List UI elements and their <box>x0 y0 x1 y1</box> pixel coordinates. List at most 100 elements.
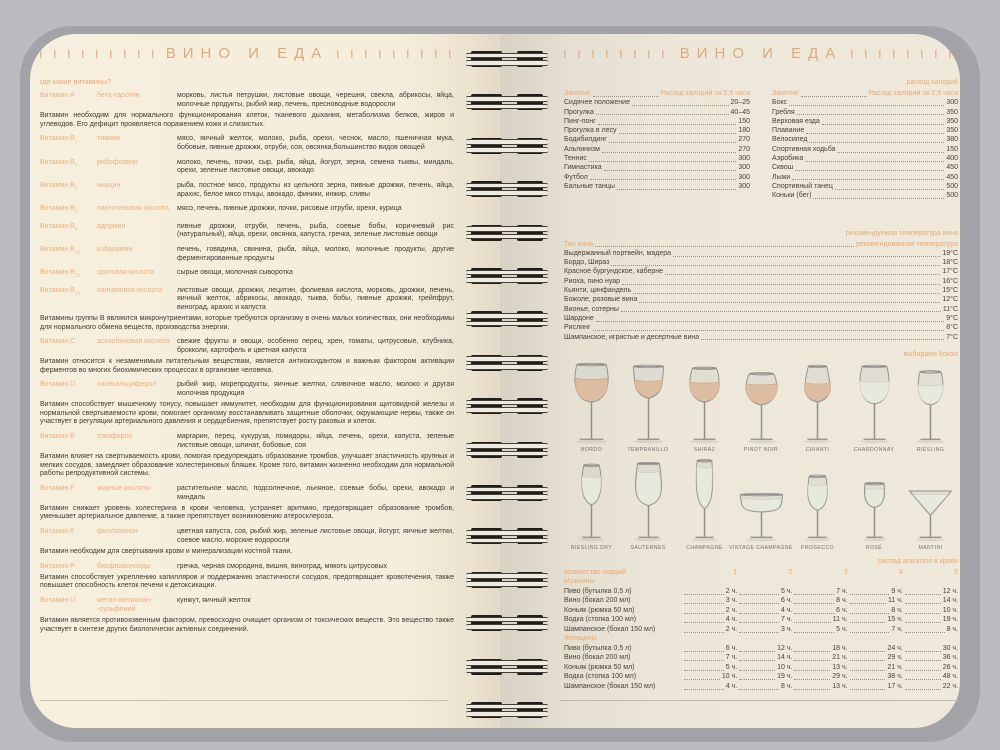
alcohol-value-cell: 4 ч. <box>682 682 737 692</box>
row-value: 300 <box>738 182 750 190</box>
vitamin-row: Витамин Р биофлавоноиды гречка, черная смо… <box>40 563 454 572</box>
dot-leader <box>834 188 945 190</box>
temperature-row: Красное бургундское, каберне 17°C <box>564 267 958 276</box>
wine-glass-label: RIESLING <box>916 446 945 453</box>
row-value: 150 <box>946 145 958 153</box>
dot-leader <box>904 593 941 595</box>
calorie-row: Аэробика 400 <box>772 154 958 163</box>
alcohol-row: Водка (стопка 100 мл) 10 ч. 19 ч. 29 ч. 38 ч… <box>564 672 958 682</box>
temperature-row: Рислинг 8°C <box>564 323 958 332</box>
alcohol-value-cell: 17 ч. <box>848 682 903 692</box>
alcohol-value: 10 ч. <box>721 673 738 681</box>
alcohol-row: Пиво (бутылка 0,5 л) 2 ч. 5 ч. 7 ч. 9 ч. 12 ч… <box>564 587 958 597</box>
dot-leader <box>813 198 945 200</box>
portion-number: 5 <box>954 568 959 576</box>
alcohol-value-cell: 48 ч. <box>903 672 958 682</box>
dot-leader <box>739 679 776 681</box>
wine-glass-rieslingdry: RIESLING DRY <box>564 458 619 551</box>
wine-glass-label: ROSÉ <box>865 544 883 551</box>
row-value: 18°C <box>942 259 958 267</box>
coil-wire <box>466 537 548 544</box>
wine-glass-icon <box>847 360 902 447</box>
alcohol-value: 8 ч. <box>946 625 959 633</box>
wine-glass-label: BORDO <box>580 446 603 453</box>
portion-number: 4 <box>898 568 903 576</box>
alcohol-value-cell: 36 ч. <box>903 653 958 663</box>
dot-leader <box>684 603 724 605</box>
calories-section-label: расход калорий <box>906 79 958 86</box>
dot-leader <box>739 612 779 614</box>
alcohol-value-cell: 19 ч. <box>903 615 958 625</box>
alcohol-value-cell: 14 ч. <box>737 653 792 663</box>
wine-glass-bordeaux: BORDO <box>564 360 619 453</box>
dot-leader <box>849 612 890 614</box>
wire-coil <box>466 615 548 633</box>
row-label: Бальные танцы <box>564 182 615 190</box>
alcohol-value-cell: 13 ч. <box>792 682 848 692</box>
alcohol-value-cell: 10 ч. <box>737 663 792 673</box>
dot-leader <box>611 264 941 266</box>
vitamin-row: Витамин D холекальциферол рыбий жир, мореп… <box>40 381 454 398</box>
dot-leader <box>904 612 941 614</box>
row-label: Божоле, розовые вина <box>564 296 638 304</box>
row-label: Плавание <box>772 127 805 135</box>
dot-leader <box>684 650 724 652</box>
vitamin-row: Витамин F жирные кислоты растительное масл… <box>40 485 454 502</box>
row-label: Шардоне <box>564 314 594 322</box>
dot-leader <box>904 631 945 633</box>
vitamin-row: Витамин Е токоферол маргарин, перец, кукур… <box>40 433 454 450</box>
page-title: ВИНО И ЕДА <box>679 44 843 62</box>
coil-wire <box>466 703 548 710</box>
vitamin-note: Витамин относится к незаменимым питатель… <box>40 358 454 374</box>
portion-number: 1 <box>733 568 738 576</box>
temperature-header-row: Тип вина рекомендованная температура <box>564 240 958 249</box>
dot-leader <box>849 593 890 595</box>
wine-glass-sauternes: SAUTERNES <box>621 458 676 551</box>
vitamin-foods: листовые овощи, дрожжи, лецитин, фолиева… <box>177 286 454 311</box>
dot-leader <box>849 650 886 652</box>
dot-leader <box>849 679 886 681</box>
dot-leader <box>849 688 886 690</box>
vitamin-name: Витамин В6 <box>40 222 78 232</box>
calorie-row: Коньки (бег) 500 <box>772 191 958 200</box>
vitamin-foods: пивные дрожжи, отруби, печень, рыба, сое… <box>177 222 454 239</box>
dot-leader <box>904 669 941 671</box>
left-page-title-row: ВИНО И ЕДА <box>40 42 455 66</box>
alcohol-value-cell: 30 ч. <box>903 644 958 654</box>
alcohol-row: Коньяк (рюмка 50 мл) 5 ч. 10 ч. 13 ч. 21 ч. 2… <box>564 663 958 673</box>
dot-leader <box>595 246 855 248</box>
row-value: рекомендованная температура <box>856 240 958 248</box>
alcohol-value: 4 ч. <box>725 616 738 624</box>
vitamin-row: Витамин U метил-метионин- -сульфоний кунжу… <box>40 597 454 614</box>
row-value: 19°C <box>942 249 958 257</box>
wine-glass-icon <box>790 360 845 447</box>
vitamin-foods: цветная капуста, соя, рыбий жир, зеленые… <box>177 528 454 544</box>
alcohol-value: 5 ч. <box>780 587 793 595</box>
row-value: 11°C <box>942 305 958 313</box>
row-label: Гребля <box>772 108 795 116</box>
vitamin-subscript: 15 <box>74 289 80 295</box>
dot-leader <box>794 669 831 671</box>
wire-coil <box>466 354 548 373</box>
wine-glass-label: VINTAGE CHAMPAGNE <box>729 544 793 551</box>
portion-number: 3 <box>843 568 848 576</box>
dot-leader <box>849 622 886 624</box>
row-value: Расход калорий за 0,5 часа <box>660 90 751 97</box>
vitamin-chemical-name: жирные кислоты <box>97 484 151 492</box>
vitamin-foods: печень, говядина, свинина, рыба, яйца, м… <box>177 246 454 262</box>
row-label: Коньки (бег) <box>772 192 812 200</box>
row-label: Верховая езда <box>772 117 820 125</box>
row-value: 17°C <box>942 268 958 276</box>
alcohol-drink-label: Вино (бокал 200 мл) <box>564 597 631 605</box>
row-value: 450 <box>946 173 958 181</box>
vitamin-row: Витамин В15 пангамовая кислота листовые ов… <box>40 287 454 313</box>
alcohol-value-cell: 6 ч. <box>792 606 848 616</box>
calorie-row: Альпинизм 270 <box>564 145 750 154</box>
alcohol-drink-label: Водка (стопка 100 мл) <box>564 673 637 681</box>
wine-glass-icon <box>677 458 732 545</box>
alcohol-value-cell: 8 ч. <box>792 596 848 606</box>
alcohol-value: 6 ч. <box>780 597 793 605</box>
alcohol-row: Шампанское (бокал 150 мл) 2 ч. 3 ч. 5 ч. 7 ч… <box>564 625 958 635</box>
alcohol-value: 38 ч. <box>887 673 903 681</box>
coil-wire <box>466 312 548 319</box>
